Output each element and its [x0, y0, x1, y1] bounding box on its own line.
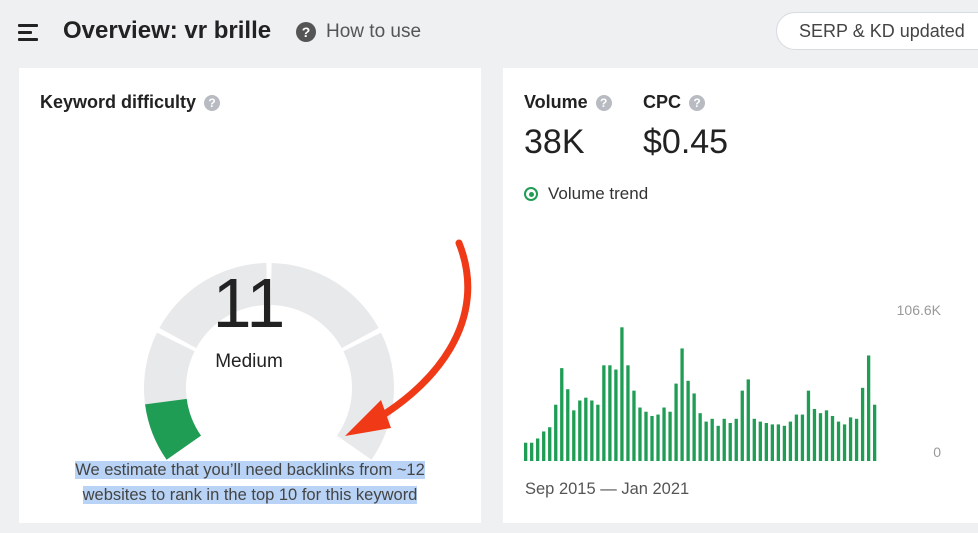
kd-estimate-line-1: We estimate that you’ll need backlinks f…	[75, 461, 425, 479]
trend-bar[interactable]	[662, 407, 666, 461]
kd-help-icon[interactable]: ?	[204, 94, 221, 111]
hamburger-menu-icon[interactable]	[18, 23, 40, 41]
kd-score: 11	[212, 264, 286, 342]
trend-bar[interactable]	[698, 413, 702, 461]
volume-help-icon[interactable]: ?	[595, 94, 612, 111]
trend-bar[interactable]	[848, 417, 853, 461]
trend-bar[interactable]	[656, 414, 660, 461]
volume-trend-label: Volume trend	[548, 184, 649, 203]
trend-bar[interactable]	[650, 415, 654, 461]
trend-bar[interactable]	[830, 415, 835, 461]
trend-bar[interactable]	[800, 414, 805, 461]
trend-bar[interactable]	[824, 410, 829, 461]
trend-bar[interactable]	[860, 387, 865, 461]
trend-bar[interactable]	[554, 404, 558, 461]
trend-bar[interactable]	[818, 413, 823, 461]
trend-bar[interactable]	[758, 421, 762, 461]
gauge-track-segment	[159, 263, 268, 349]
trend-bar[interactable]	[710, 418, 714, 461]
trend-bar[interactable]	[806, 390, 811, 461]
keyword-difficulty-label: Keyword difficulty	[40, 92, 197, 112]
trend-bar[interactable]	[572, 410, 576, 461]
trend-bar[interactable]	[716, 425, 720, 461]
trend-bar[interactable]	[836, 421, 841, 461]
trend-bar[interactable]	[548, 427, 552, 461]
y-tick-label: 106.6K	[897, 302, 942, 318]
annotation-arrow	[345, 239, 472, 436]
trend-bar[interactable]	[686, 380, 690, 461]
volume-trend-legend[interactable]: Volume trend	[524, 184, 648, 204]
arrow-head	[345, 400, 391, 436]
trend-bar[interactable]	[674, 383, 678, 461]
trend-bar[interactable]	[566, 389, 570, 461]
trend-bar[interactable]	[740, 390, 744, 461]
cpc-value: $0.45	[643, 123, 729, 161]
trend-bar[interactable]	[866, 355, 871, 461]
page-title: Overview: vr brille	[63, 17, 272, 44]
trend-bar[interactable]	[692, 393, 696, 461]
trend-bar[interactable]	[626, 365, 630, 461]
volume-label: Volume	[524, 92, 588, 112]
how-to-use-link[interactable]: ? How to use	[296, 20, 421, 44]
trend-bar[interactable]	[776, 424, 781, 461]
trend-bar[interactable]	[782, 425, 787, 461]
trend-bar[interactable]	[764, 423, 768, 461]
keyword-difficulty-card: Keyword difficulty ? 11 Medium We estima…	[19, 68, 481, 523]
trend-bar[interactable]	[770, 424, 774, 461]
trend-bar[interactable]	[842, 424, 847, 461]
y-tick-label: 0	[933, 444, 941, 460]
question-circle-icon: ?	[296, 22, 316, 42]
trend-bar[interactable]	[638, 407, 642, 461]
trend-bar[interactable]	[680, 348, 684, 461]
gauge-track-segment	[270, 263, 379, 349]
cpc-title: CPC ?	[643, 92, 706, 113]
trend-bar[interactable]	[704, 421, 708, 461]
kd-backlinks-estimate: We estimate that you’ll need backlinks f…	[55, 458, 445, 508]
trend-bar[interactable]	[536, 438, 540, 461]
volume-card: Volume ? 38K CPC ? $0.45 Volume trend 10…	[503, 68, 978, 523]
trend-bar[interactable]	[632, 390, 636, 461]
trend-date-range: Sep 2015 — Jan 2021	[525, 480, 690, 498]
volume-trend-chart: 106.6K 0	[524, 302, 942, 461]
trend-bar[interactable]	[530, 442, 534, 461]
trend-bar[interactable]	[620, 327, 624, 461]
volume-value: 38K	[524, 123, 585, 161]
trend-bar[interactable]	[578, 400, 582, 461]
trend-bar[interactable]	[614, 369, 618, 461]
trend-bar[interactable]	[788, 421, 793, 461]
top-bar: Overview: vr brille ? How to use SERP & …	[0, 0, 978, 64]
trend-bar[interactable]	[596, 404, 600, 461]
trend-bar[interactable]	[524, 442, 528, 461]
kd-level-label: Medium	[215, 351, 283, 372]
volume-title: Volume ?	[524, 92, 612, 113]
trend-bar[interactable]	[590, 400, 594, 461]
trend-bar[interactable]	[584, 397, 588, 461]
trend-bar[interactable]	[644, 411, 648, 461]
trend-bar[interactable]	[854, 418, 859, 461]
trend-bar[interactable]	[734, 418, 738, 461]
trend-bar[interactable]	[602, 365, 606, 461]
trend-bar[interactable]	[812, 408, 817, 461]
trend-bar[interactable]	[872, 404, 877, 461]
gauge-fill	[145, 398, 202, 460]
arrow-shaft	[353, 239, 472, 434]
radio-dot-icon	[524, 187, 538, 201]
cpc-help-icon[interactable]: ?	[689, 94, 706, 111]
trend-bar[interactable]	[668, 411, 672, 461]
trend-bar[interactable]	[746, 379, 750, 461]
cpc-label: CPC	[643, 92, 682, 112]
trend-bar[interactable]	[752, 418, 756, 461]
kd-estimate-line-2: websites to rank in the top 10 for this …	[82, 486, 418, 504]
trend-bar[interactable]	[542, 431, 546, 461]
how-to-use-label: How to use	[326, 21, 422, 42]
keyword-difficulty-title: Keyword difficulty ?	[40, 92, 221, 113]
trend-bar[interactable]	[608, 365, 612, 461]
trend-bar[interactable]	[722, 418, 726, 461]
trend-bar[interactable]	[794, 414, 799, 461]
trend-bar[interactable]	[728, 423, 732, 461]
trend-bar[interactable]	[560, 368, 564, 461]
serp-kd-status-pill[interactable]: SERP & KD updated	[776, 12, 978, 50]
